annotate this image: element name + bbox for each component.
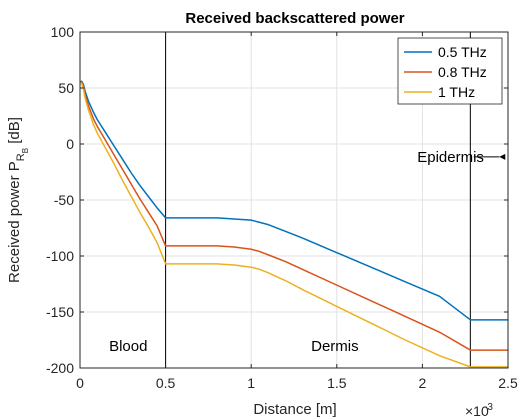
y-tick-label: -100 [46, 248, 74, 264]
y-tick-label: 100 [51, 24, 75, 40]
x-tick-label: 0 [76, 375, 84, 391]
x-exponent-power: -3 [484, 402, 493, 413]
annotation-dermis: Dermis [311, 338, 359, 355]
legend-box [397, 37, 503, 105]
series-layer [79, 80, 508, 368]
legend-label-2: 0.8 THz [438, 64, 487, 80]
chart-title: Received backscattered power [185, 10, 404, 27]
x-tick-label: 2 [419, 375, 427, 391]
legend: 0.5 THz 0.8 THz 1 THz [397, 37, 503, 105]
y-tick-label: -200 [46, 360, 74, 376]
y-tick-label: 50 [58, 80, 74, 96]
x-axis-label: Distance [m] [253, 401, 336, 418]
y-axis-label-sub-r: R [15, 153, 27, 161]
x-exponent: ×10 -3 [465, 402, 493, 419]
series-line-2 [80, 81, 508, 351]
epidermis-arrow-head [499, 153, 506, 160]
y-tick-label: 0 [66, 136, 74, 152]
y-axis-label: Received power PRB [dB] [6, 117, 30, 283]
x-tick-label: 2.5 [498, 375, 518, 391]
legend-label-3: 1 THz [438, 84, 475, 100]
annotation-epidermis: Epidermis [417, 149, 484, 166]
y-axis-label-unit: [dB] [6, 117, 23, 148]
x-exponent-base: ×10 [465, 403, 489, 419]
series-line-1 [79, 80, 508, 321]
annotation-blood: Blood [109, 338, 147, 355]
y-axis-label-sub-b: B [21, 148, 30, 153]
legend-label-1: 0.5 THz [438, 44, 487, 60]
x-tick-label: 1 [247, 375, 255, 391]
y-axis-label-main: Received power P [6, 161, 23, 283]
series-line-3 [79, 81, 508, 368]
y-tick-label: -150 [46, 304, 74, 320]
tick-layer: 0 0.5 1 1.5 2 2.5 -200 -150 -100 -50 0 50 100 [46, 24, 518, 391]
annotation-layer: Blood Dermis Epidermis [109, 149, 506, 355]
x-tick-label: 0.5 [156, 375, 176, 391]
x-tick-label: 1.5 [327, 375, 347, 391]
y-tick-label: -50 [54, 192, 74, 208]
